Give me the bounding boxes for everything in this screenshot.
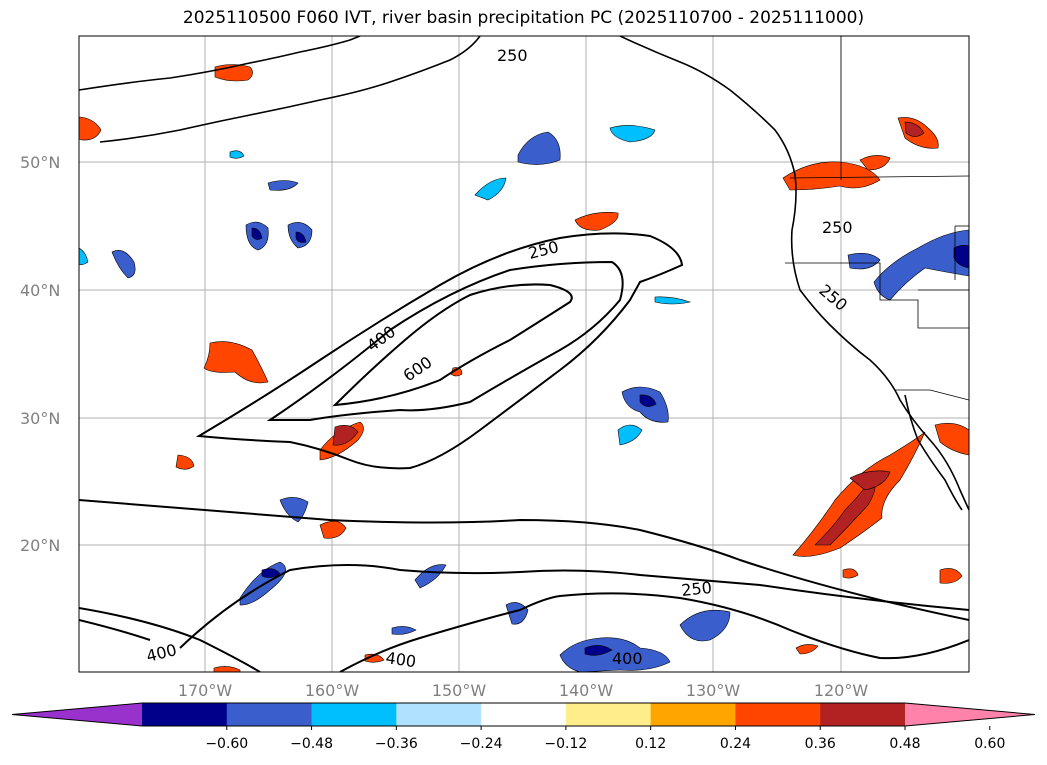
precip-patch xyxy=(79,247,89,265)
colorbar-swatch xyxy=(820,703,906,726)
borders xyxy=(785,36,969,401)
precip-patches xyxy=(79,64,969,672)
colorbar-tick-label: 0.36 xyxy=(805,736,836,752)
lat-label: 50°N xyxy=(20,153,60,172)
colorbar: −0.60 −0.48 −0.36 −0.24 −0.12 0.12 0.24 0.36 0.4… xyxy=(11,702,1036,752)
precip-patch xyxy=(873,229,969,301)
colorbar-tick-label: −0.48 xyxy=(290,736,333,752)
colorbar-extend-min xyxy=(12,703,142,726)
precip-patch xyxy=(574,212,619,231)
colorbar-swatch xyxy=(650,703,736,726)
precip-patch xyxy=(267,180,299,191)
precip-patch xyxy=(934,423,969,456)
precip-patch xyxy=(617,424,643,446)
precip-patch xyxy=(332,425,359,446)
precip-patch xyxy=(795,644,819,655)
precip-patch xyxy=(953,245,969,269)
lat-label: 40°N xyxy=(20,281,60,300)
precip-patch xyxy=(319,520,347,539)
precip-patch xyxy=(474,177,507,201)
lon-label: 130°W xyxy=(686,681,741,700)
colorbar-swatch xyxy=(565,703,652,726)
precip-patch xyxy=(391,626,417,635)
precip-patch xyxy=(295,231,307,243)
precip-patch xyxy=(679,609,731,642)
contour-label: 250 xyxy=(822,218,853,237)
map-border xyxy=(78,35,970,673)
precip-patch xyxy=(654,296,692,305)
precip-patch xyxy=(639,394,657,407)
precip-patch xyxy=(229,150,245,159)
ivt-contours xyxy=(79,232,969,672)
colorbar-tick-label: 0.12 xyxy=(635,736,666,752)
colorbar-tick-label: 0.48 xyxy=(889,736,920,752)
precip-patch xyxy=(904,121,925,137)
colorbar-tick-label: 0.24 xyxy=(720,736,751,752)
lon-label: 140°W xyxy=(559,681,614,700)
precip-patch xyxy=(609,125,656,143)
colorbar-swatch xyxy=(396,703,482,726)
precip-patch xyxy=(79,116,102,141)
precip-patch xyxy=(792,431,926,557)
precip-patch xyxy=(175,454,195,470)
map-title: 2025110500 F060 IVT, river basin precipi… xyxy=(182,8,865,28)
precip-patch xyxy=(782,161,881,191)
colorbar-tick-label: −0.36 xyxy=(375,736,418,752)
colorbar-extend-max xyxy=(905,703,1035,726)
precip-patch xyxy=(847,253,881,270)
colorbar-tick-label: −0.12 xyxy=(544,736,587,752)
colorbar-tick-label: −0.24 xyxy=(460,736,503,752)
coastlines xyxy=(79,36,969,511)
colorbar-swatch xyxy=(311,703,397,726)
colorbar-outline xyxy=(11,702,1036,727)
precip-patch xyxy=(251,227,263,240)
contour-label: 250 xyxy=(680,578,712,600)
precip-patch xyxy=(584,645,613,656)
precip-patch xyxy=(842,568,859,579)
precip-patch xyxy=(559,637,671,672)
contour-label: 400 xyxy=(384,648,417,671)
lat-label: 20°N xyxy=(20,536,60,555)
colorbar-swatch xyxy=(142,703,228,726)
precip-patch xyxy=(517,131,561,165)
precip-patch xyxy=(279,497,309,523)
longitude-labels: 170°W 160°W 150°W 140°W 130°W 120°W xyxy=(178,681,869,700)
lon-label: 160°W xyxy=(305,681,360,700)
contour-label: 400 xyxy=(612,649,643,668)
lon-label: 120°W xyxy=(814,681,869,700)
lat-label: 30°N xyxy=(20,409,60,428)
lon-label: 150°W xyxy=(432,681,487,700)
colorbar-swatch xyxy=(226,703,313,726)
precip-patch xyxy=(939,568,963,584)
precip-patch xyxy=(849,470,891,491)
latitude-labels: 50°N 40°N 30°N 20°N xyxy=(20,153,60,555)
precip-patch xyxy=(111,250,136,279)
colorbar-tick-label: −0.60 xyxy=(205,736,248,752)
colorbar-swatch xyxy=(481,703,567,726)
precip-patch xyxy=(261,568,281,578)
lon-label: 170°W xyxy=(178,681,233,700)
colorbar-swatch xyxy=(735,703,821,726)
colorbar-tick-label: 0.60 xyxy=(974,736,1005,752)
contour-label: 250 xyxy=(497,46,528,65)
precip-patch xyxy=(203,341,269,384)
precip-patch xyxy=(859,155,891,171)
